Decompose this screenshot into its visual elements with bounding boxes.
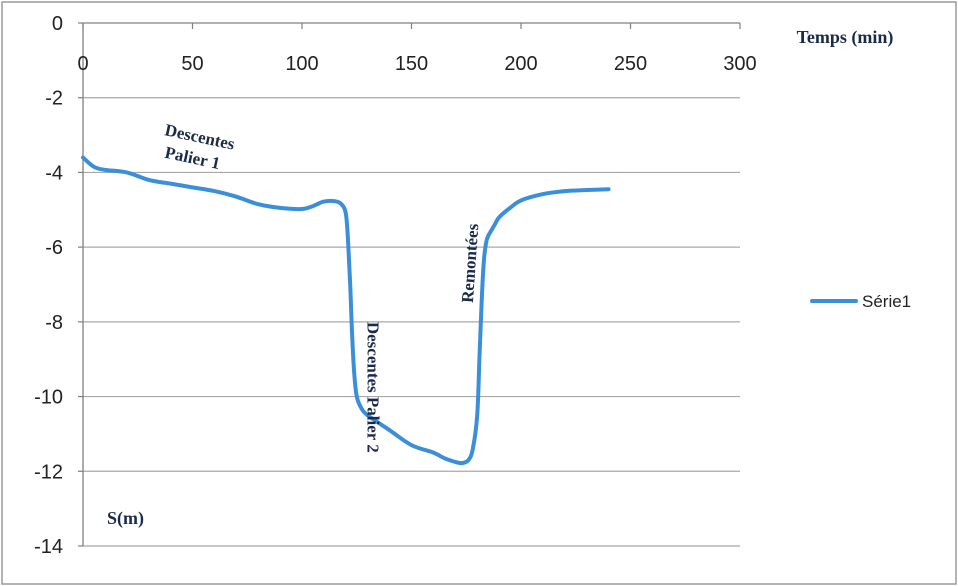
x-tick-label: 150 bbox=[395, 53, 428, 75]
y-tick-label: -14 bbox=[34, 536, 63, 558]
x-tick-label: 300 bbox=[723, 53, 756, 75]
annotation-descentes-palier-2: Descentes Palier 2 bbox=[364, 322, 383, 453]
gridlines bbox=[83, 97, 740, 547]
series-lines bbox=[81, 155, 611, 466]
y-tick-label: -12 bbox=[34, 461, 63, 483]
y-tick-label: -2 bbox=[45, 88, 63, 110]
y-tick-label: -8 bbox=[45, 312, 63, 334]
x-axis-title: Temps (min) bbox=[797, 27, 894, 48]
y-axis-title: S(m) bbox=[107, 508, 144, 529]
legend: Série1 bbox=[810, 292, 911, 311]
x-tick-label: 100 bbox=[285, 53, 318, 75]
axes bbox=[78, 22, 741, 547]
x-tick-label: 200 bbox=[504, 53, 537, 75]
y-tick-label: -6 bbox=[45, 237, 63, 259]
x-tick-labels: 0 50 100 150 200 250 300 bbox=[77, 53, 756, 75]
y-tick-label: -4 bbox=[45, 162, 63, 184]
x-tick-label: 250 bbox=[614, 53, 647, 75]
y-tick-label: 0 bbox=[52, 13, 63, 35]
y-tick-label: -10 bbox=[34, 387, 63, 409]
x-tick-label: 50 bbox=[181, 53, 203, 75]
y-tick-labels: 0 -2 -4 -6 -8 -10 -12 -14 bbox=[34, 13, 63, 558]
legend-label-serie1: Série1 bbox=[862, 292, 911, 311]
series-line-0 bbox=[81, 155, 611, 466]
x-tick-label: 0 bbox=[77, 53, 88, 75]
